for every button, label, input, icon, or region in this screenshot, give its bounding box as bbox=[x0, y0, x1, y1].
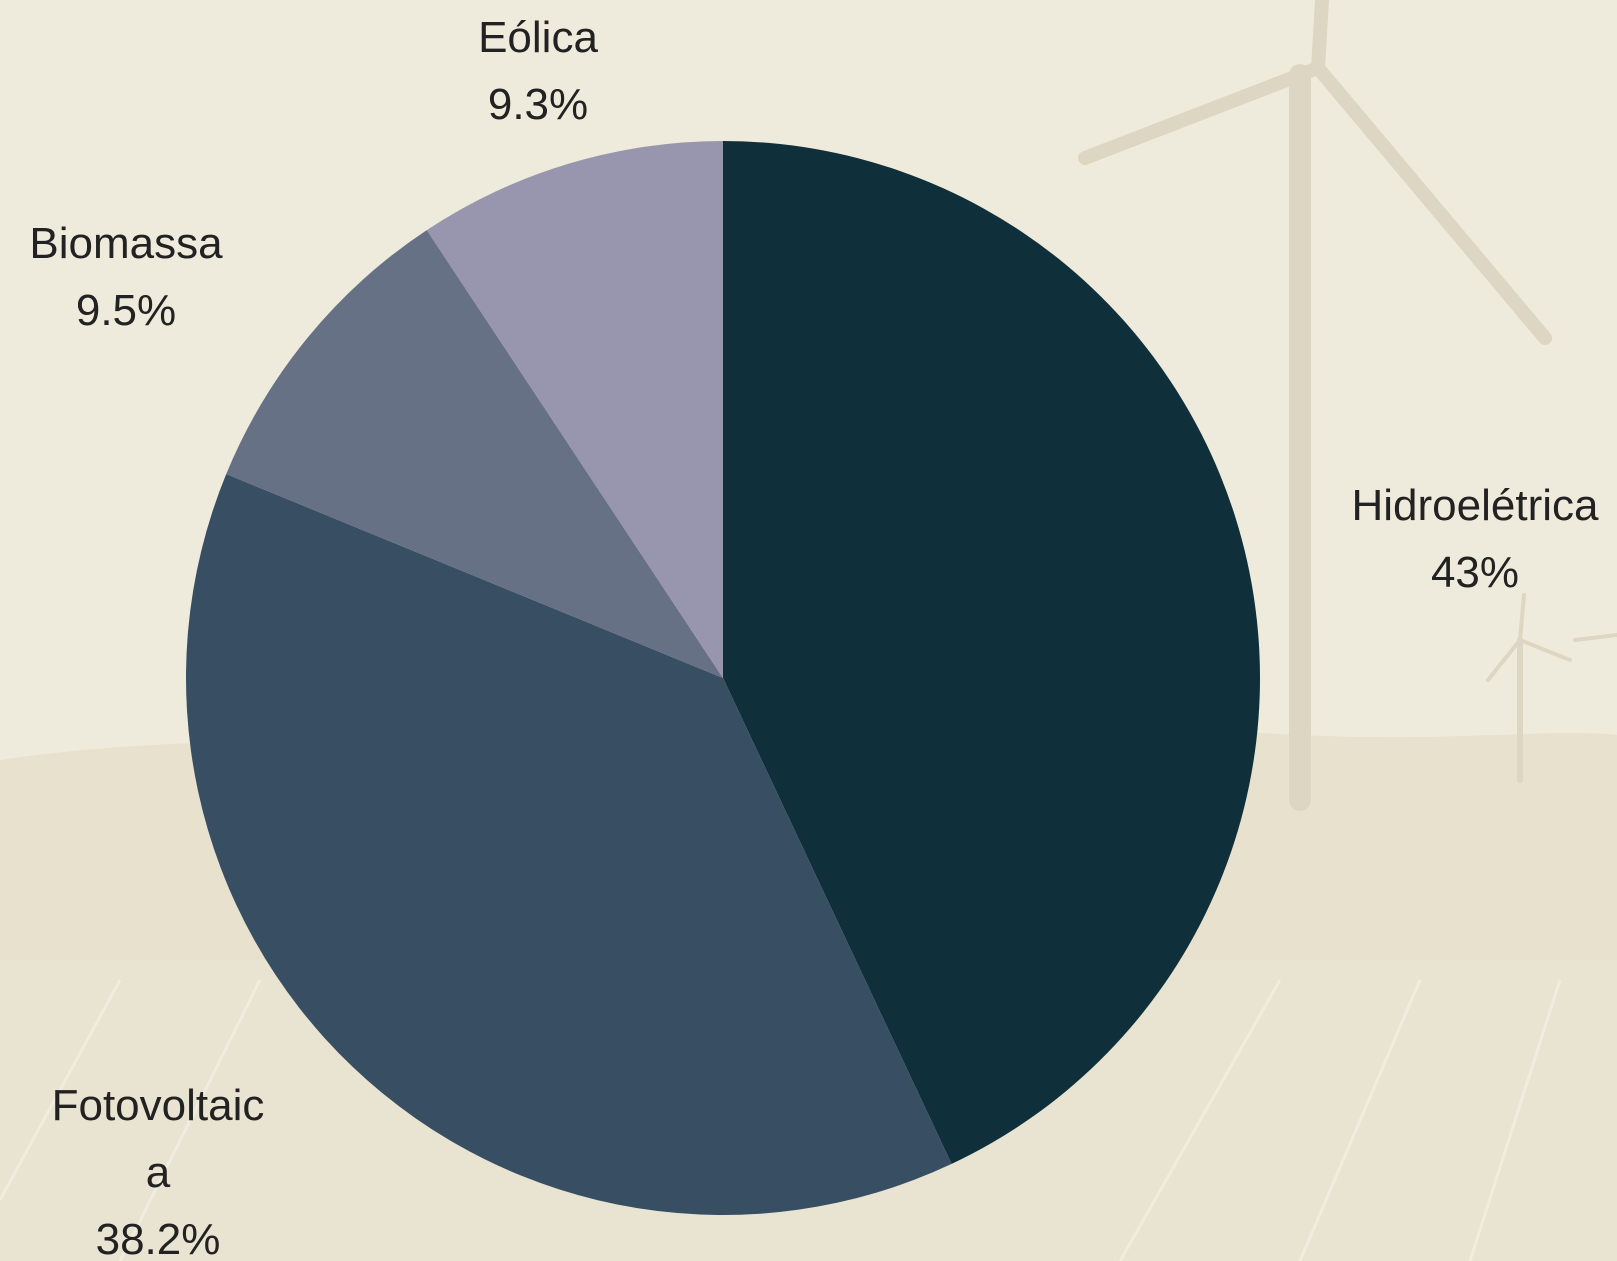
slice-value-label: 38.2% bbox=[96, 1215, 221, 1261]
pie-slices bbox=[186, 141, 1260, 1215]
slice-category-label: Eólica bbox=[478, 13, 598, 62]
pie-labels: Hidroelétrica 43% Fotovoltaic a 38.2% Biomass… bbox=[29, 13, 1599, 1261]
slice-category-label: Hidroelétrica bbox=[1352, 481, 1600, 530]
slice-value-label: 43% bbox=[1431, 548, 1519, 597]
slice-label-eolica: Eólica 9.3% bbox=[478, 13, 598, 129]
pie-slice-hidroeletrica bbox=[723, 141, 1260, 1164]
pie-slice-fotovoltaica bbox=[186, 474, 952, 1215]
slice-value-label: 9.5% bbox=[76, 286, 176, 335]
slice-label-hidroeletrica: Hidroelétrica 43% bbox=[1352, 481, 1600, 597]
slice-category-label: Biomassa bbox=[29, 219, 223, 268]
slice-category-label: a bbox=[146, 1148, 171, 1197]
pie-slice-eolica bbox=[426, 141, 723, 678]
slice-label-fotovoltaica: Fotovoltaic a 38.2% bbox=[52, 1081, 265, 1261]
slice-category-label: Fotovoltaic bbox=[52, 1081, 265, 1130]
pie-slice-biomassa bbox=[226, 230, 724, 678]
slice-value-label: 9.3% bbox=[488, 80, 588, 129]
slice-label-biomassa: Biomassa 9.5% bbox=[29, 219, 223, 335]
